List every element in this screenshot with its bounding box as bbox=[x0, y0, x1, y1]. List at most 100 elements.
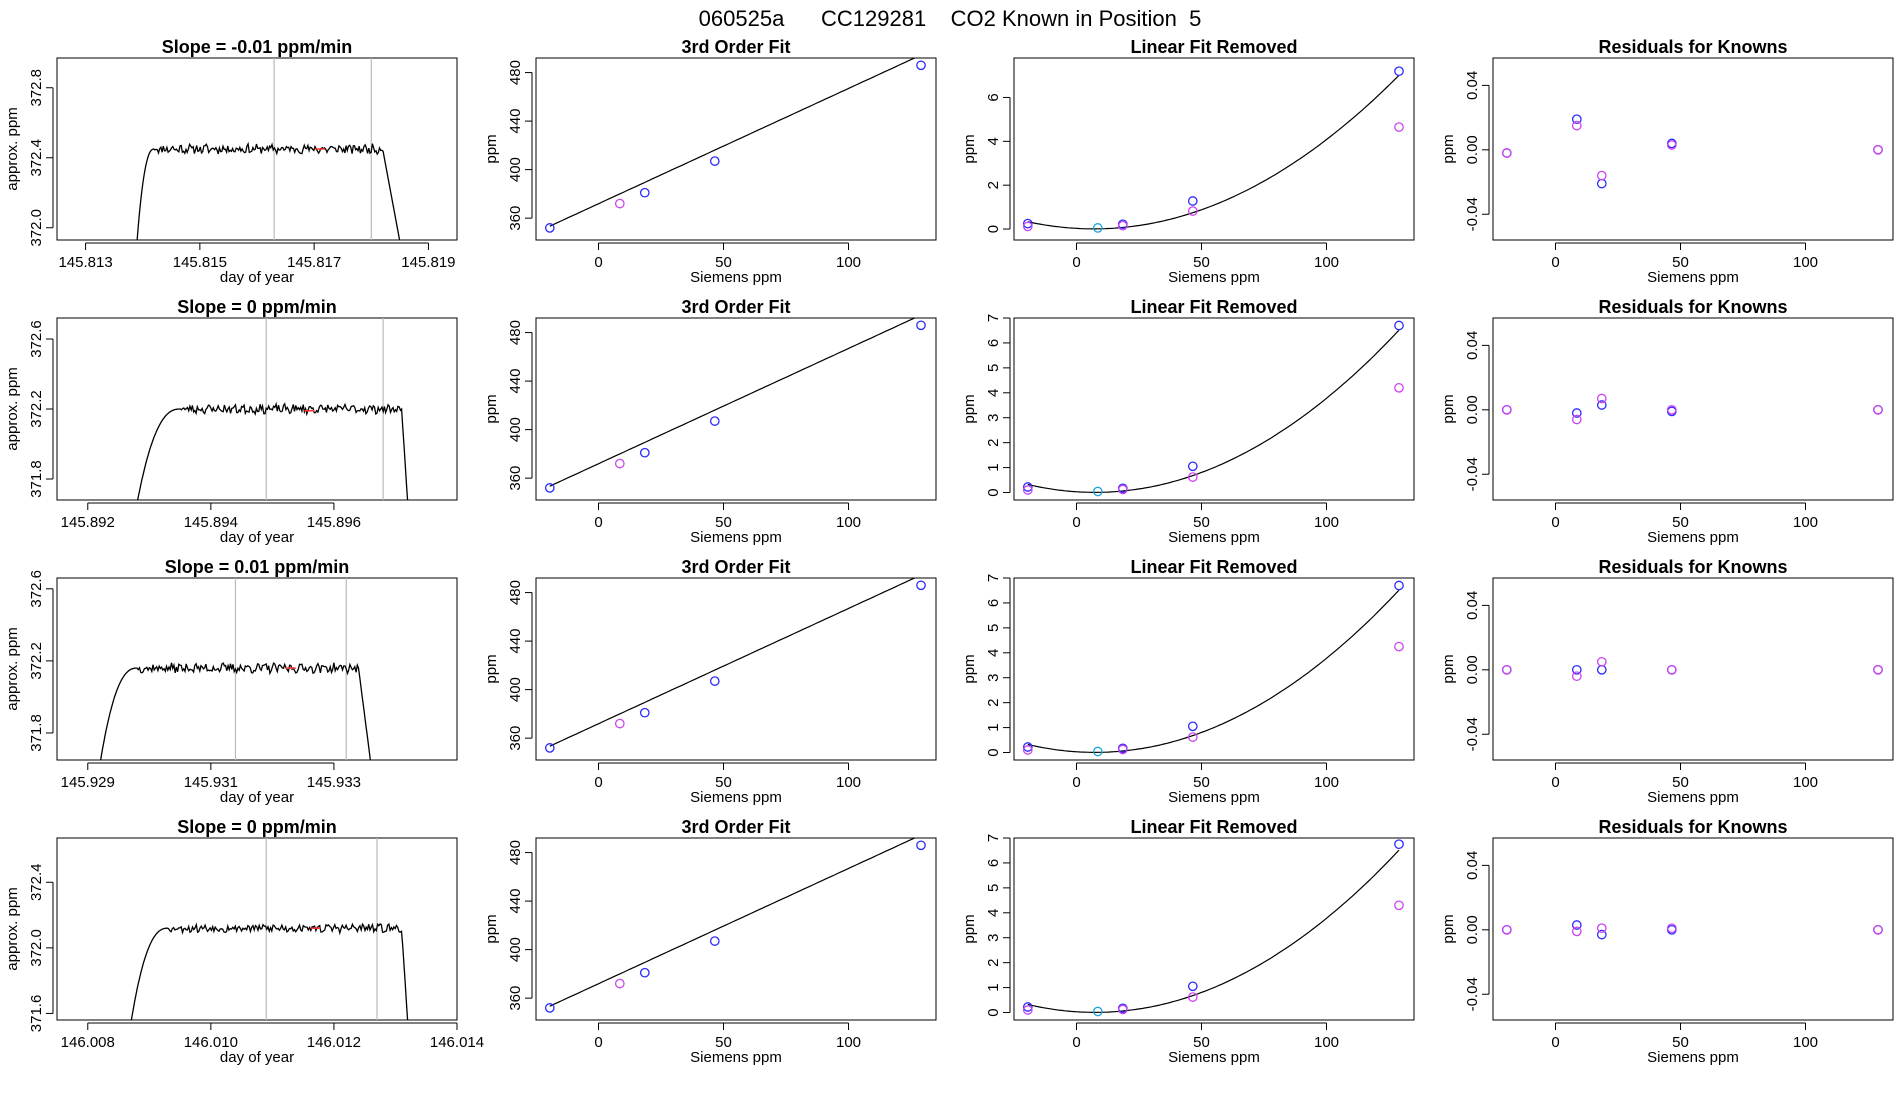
y-tick-label: 360 bbox=[507, 726, 524, 751]
y-tick-label: 0.04 bbox=[1464, 591, 1481, 620]
data-point-blue bbox=[639, 447, 650, 458]
data-point-blue bbox=[544, 743, 555, 753]
data-point-blue bbox=[639, 967, 650, 978]
y-tick-label: 0 bbox=[985, 1008, 1002, 1016]
y-tick-label: 371.8 bbox=[28, 460, 45, 498]
x-tick-label: 145.815 bbox=[173, 254, 227, 271]
data-point-magenta bbox=[1117, 220, 1128, 231]
y-tick-label: 372.0 bbox=[28, 209, 45, 247]
data-point-cyan bbox=[1092, 1006, 1103, 1017]
data-point-blue bbox=[1571, 114, 1582, 125]
data-point-magenta bbox=[1873, 144, 1883, 155]
data-point-magenta bbox=[614, 458, 625, 469]
data-point-magenta bbox=[1666, 664, 1677, 675]
data-point-blue bbox=[1187, 196, 1198, 206]
panel-title: Residuals for Knowns bbox=[1598, 817, 1787, 837]
data-point-blue bbox=[916, 60, 926, 71]
x-tick-label: 50 bbox=[715, 514, 732, 531]
data-point-blue bbox=[639, 707, 650, 718]
y-tick-label: 0 bbox=[985, 225, 1002, 233]
data-point-blue bbox=[1022, 742, 1033, 752]
x-tick-label: 100 bbox=[1314, 1034, 1339, 1051]
plot-frame bbox=[535, 57, 937, 241]
data-point-blue bbox=[1596, 929, 1607, 940]
data-point-magenta bbox=[1394, 641, 1404, 652]
x-tick-label: 50 bbox=[1193, 774, 1210, 791]
data-point-blue bbox=[916, 840, 926, 851]
x-tick-label: 0 bbox=[1072, 774, 1080, 791]
y-tick-label: 372.0 bbox=[28, 929, 45, 967]
data-point-blue bbox=[1394, 320, 1404, 331]
concentration-trace bbox=[136, 401, 409, 500]
x-axis-label: day of year bbox=[220, 789, 294, 806]
panel-2-3: Linear Fit Removed 0 50 100 Siemens ppm 0 1 2 3 4… bbox=[961, 297, 1415, 546]
panel-title: Linear Fit Removed bbox=[1130, 297, 1297, 317]
y-tick-label: 0.04 bbox=[1464, 71, 1481, 100]
plot-frame bbox=[535, 577, 937, 761]
data-point-blue bbox=[1022, 218, 1033, 229]
x-tick-label: 100 bbox=[1314, 774, 1339, 791]
y-tick-label: 5 bbox=[985, 364, 1002, 372]
data-point-magenta bbox=[1571, 414, 1582, 425]
concentration-trace bbox=[100, 662, 372, 760]
y-axis-label: ppm bbox=[1440, 914, 1457, 943]
panel-title: Linear Fit Removed bbox=[1130, 557, 1297, 577]
x-tick-label: 100 bbox=[1793, 514, 1818, 531]
x-tick-label: 145.896 bbox=[307, 514, 361, 531]
panel-title: Slope = 0 ppm/min bbox=[177, 817, 337, 837]
concentration-trace bbox=[136, 141, 401, 240]
panel-title: 3rd Order Fit bbox=[681, 557, 790, 577]
x-tick-label: 100 bbox=[836, 774, 861, 791]
y-axis-label: ppm bbox=[483, 914, 500, 943]
data-point-blue bbox=[1596, 664, 1607, 675]
x-axis-label: Siemens ppm bbox=[1168, 789, 1260, 806]
panel-title: Slope = -0.01 ppm/min bbox=[162, 37, 353, 57]
y-tick-label: 0 bbox=[985, 488, 1002, 496]
panel-3-4: Residuals for Knowns 0 50 100 Siemens ppm -0.… bbox=[1440, 557, 1894, 806]
panel-title: Linear Fit Removed bbox=[1130, 817, 1297, 837]
x-tick-label: 0 bbox=[594, 774, 602, 791]
x-axis-label: day of year bbox=[220, 529, 294, 546]
data-point-blue bbox=[709, 936, 720, 946]
data-point-blue bbox=[1187, 721, 1198, 732]
y-tick-label: 4 bbox=[985, 137, 1002, 145]
data-point-magenta bbox=[1501, 404, 1512, 415]
y-tick-label: 4 bbox=[985, 909, 1002, 917]
data-point-magenta bbox=[1571, 120, 1582, 131]
data-point-blue bbox=[709, 416, 720, 426]
y-tick-label: 400 bbox=[507, 677, 524, 702]
panel-1-1: Slope = -0.01 ppm/min 145.813 145.815 145.8… bbox=[4, 37, 458, 286]
x-tick-label: 146.012 bbox=[307, 1034, 361, 1051]
data-point-magenta bbox=[1596, 170, 1607, 181]
y-axis-label: ppm bbox=[1440, 134, 1457, 163]
y-tick-label: 1 bbox=[985, 463, 1002, 471]
x-tick-label: 145.813 bbox=[58, 254, 112, 271]
y-tick-label: 0.04 bbox=[1464, 331, 1481, 360]
y-tick-label: 6 bbox=[985, 93, 1002, 101]
x-tick-label: 50 bbox=[1193, 514, 1210, 531]
x-axis-label: Siemens ppm bbox=[1168, 269, 1260, 286]
y-axis-label: ppm bbox=[961, 134, 978, 163]
data-point-magenta bbox=[1187, 732, 1198, 742]
panel-title: Residuals for Knowns bbox=[1598, 297, 1787, 317]
x-tick-label: 145.929 bbox=[61, 774, 115, 791]
y-tick-label: -0.04 bbox=[1464, 977, 1481, 1011]
data-point-magenta bbox=[1187, 472, 1198, 482]
data-point-magenta bbox=[1666, 140, 1677, 150]
data-point-magenta bbox=[1394, 382, 1404, 393]
x-tick-label: 50 bbox=[1672, 254, 1689, 271]
y-tick-label: 360 bbox=[507, 466, 524, 491]
data-point-blue bbox=[1187, 981, 1198, 992]
plot-frame bbox=[56, 317, 458, 501]
x-tick-label: 0 bbox=[1072, 1034, 1080, 1051]
x-axis-label: Siemens ppm bbox=[1647, 529, 1739, 546]
data-point-blue bbox=[709, 156, 720, 166]
panel-4-2: 3rd Order Fit 0 50 100 Siemens ppm 360 400 440 4… bbox=[483, 817, 937, 1066]
y-tick-label: 3 bbox=[985, 674, 1002, 682]
data-point-blue bbox=[1394, 580, 1404, 591]
x-tick-label: 146.014 bbox=[430, 1034, 484, 1051]
x-tick-label: 146.008 bbox=[61, 1034, 115, 1051]
x-tick-label: 145.933 bbox=[307, 774, 361, 791]
x-tick-label: 50 bbox=[1193, 1034, 1210, 1051]
x-tick-label: 50 bbox=[1193, 254, 1210, 271]
